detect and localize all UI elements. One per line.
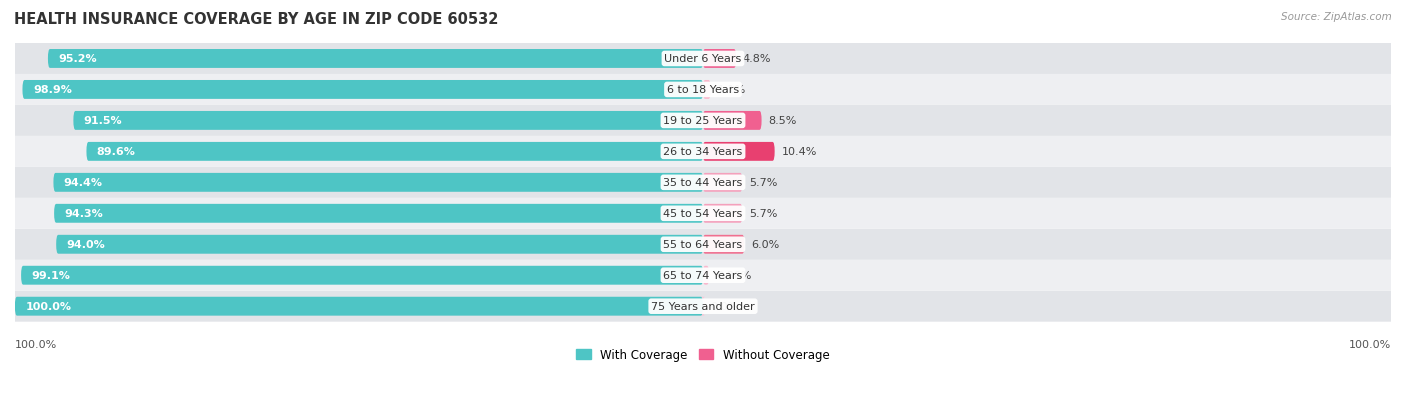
Text: 6.0%: 6.0% <box>751 240 779 250</box>
Text: 55 to 64 Years: 55 to 64 Years <box>664 240 742 250</box>
FancyBboxPatch shape <box>53 173 703 192</box>
FancyBboxPatch shape <box>15 198 1391 229</box>
FancyBboxPatch shape <box>703 204 742 223</box>
FancyBboxPatch shape <box>15 291 1391 322</box>
FancyBboxPatch shape <box>53 204 703 223</box>
FancyBboxPatch shape <box>702 297 704 316</box>
Legend: With Coverage, Without Coverage: With Coverage, Without Coverage <box>572 344 834 366</box>
FancyBboxPatch shape <box>703 50 737 69</box>
Text: 35 to 44 Years: 35 to 44 Years <box>664 178 742 188</box>
Text: 94.4%: 94.4% <box>63 178 103 188</box>
Text: 99.1%: 99.1% <box>31 271 70 280</box>
Text: 91.5%: 91.5% <box>84 116 122 126</box>
Text: 95.2%: 95.2% <box>58 55 97 64</box>
FancyBboxPatch shape <box>21 266 703 285</box>
FancyBboxPatch shape <box>15 75 1391 106</box>
FancyBboxPatch shape <box>15 297 703 316</box>
Text: 26 to 34 Years: 26 to 34 Years <box>664 147 742 157</box>
Text: 98.9%: 98.9% <box>32 85 72 95</box>
FancyBboxPatch shape <box>15 137 1391 167</box>
FancyBboxPatch shape <box>15 44 1391 75</box>
Text: Source: ZipAtlas.com: Source: ZipAtlas.com <box>1281 12 1392 22</box>
Text: 89.6%: 89.6% <box>97 147 136 157</box>
Text: 45 to 54 Years: 45 to 54 Years <box>664 209 742 219</box>
Text: 100.0%: 100.0% <box>25 301 72 311</box>
Text: 100.0%: 100.0% <box>1348 339 1391 349</box>
FancyBboxPatch shape <box>56 235 703 254</box>
FancyBboxPatch shape <box>15 167 1391 198</box>
Text: 8.5%: 8.5% <box>768 116 797 126</box>
FancyBboxPatch shape <box>703 266 709 285</box>
FancyBboxPatch shape <box>703 142 775 161</box>
Text: 6 to 18 Years: 6 to 18 Years <box>666 85 740 95</box>
FancyBboxPatch shape <box>703 81 710 100</box>
FancyBboxPatch shape <box>48 50 703 69</box>
FancyBboxPatch shape <box>15 106 1391 137</box>
FancyBboxPatch shape <box>703 112 762 131</box>
FancyBboxPatch shape <box>73 112 703 131</box>
FancyBboxPatch shape <box>86 142 703 161</box>
FancyBboxPatch shape <box>15 229 1391 260</box>
Text: 0.0%: 0.0% <box>710 301 738 311</box>
Text: 94.0%: 94.0% <box>66 240 105 250</box>
Text: 0.86%: 0.86% <box>716 271 751 280</box>
Text: 19 to 25 Years: 19 to 25 Years <box>664 116 742 126</box>
Text: 5.7%: 5.7% <box>749 178 778 188</box>
Text: 75 Years and older: 75 Years and older <box>651 301 755 311</box>
FancyBboxPatch shape <box>15 260 1391 291</box>
Text: 4.8%: 4.8% <box>742 55 772 64</box>
Text: 100.0%: 100.0% <box>15 339 58 349</box>
FancyBboxPatch shape <box>703 173 742 192</box>
FancyBboxPatch shape <box>703 235 744 254</box>
FancyBboxPatch shape <box>22 81 703 100</box>
Text: 94.3%: 94.3% <box>65 209 103 219</box>
Text: 10.4%: 10.4% <box>782 147 817 157</box>
Text: 5.7%: 5.7% <box>749 209 778 219</box>
Text: 1.1%: 1.1% <box>717 85 745 95</box>
Text: HEALTH INSURANCE COVERAGE BY AGE IN ZIP CODE 60532: HEALTH INSURANCE COVERAGE BY AGE IN ZIP … <box>14 12 499 27</box>
Text: Under 6 Years: Under 6 Years <box>665 55 741 64</box>
Text: 65 to 74 Years: 65 to 74 Years <box>664 271 742 280</box>
